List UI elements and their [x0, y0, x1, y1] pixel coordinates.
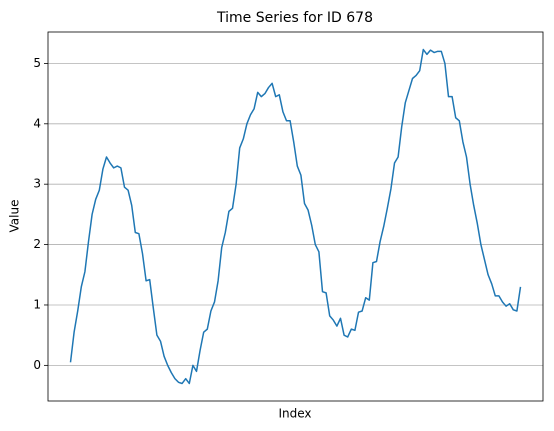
y-tick-label: 5	[33, 56, 41, 70]
plot-frame	[47, 31, 544, 402]
y-tick-label: 2	[33, 237, 41, 251]
y-axis-label: Value	[8, 200, 22, 233]
chart-title: Time Series for ID 678	[216, 10, 373, 26]
y-tick-label: 4	[33, 116, 41, 130]
x-axis-label: Index	[278, 407, 311, 421]
y-tick-label: 1	[33, 297, 41, 311]
y-tick-label: 0	[33, 358, 41, 372]
line-series	[69, 48, 522, 385]
y-tick-label: 3	[33, 177, 41, 191]
